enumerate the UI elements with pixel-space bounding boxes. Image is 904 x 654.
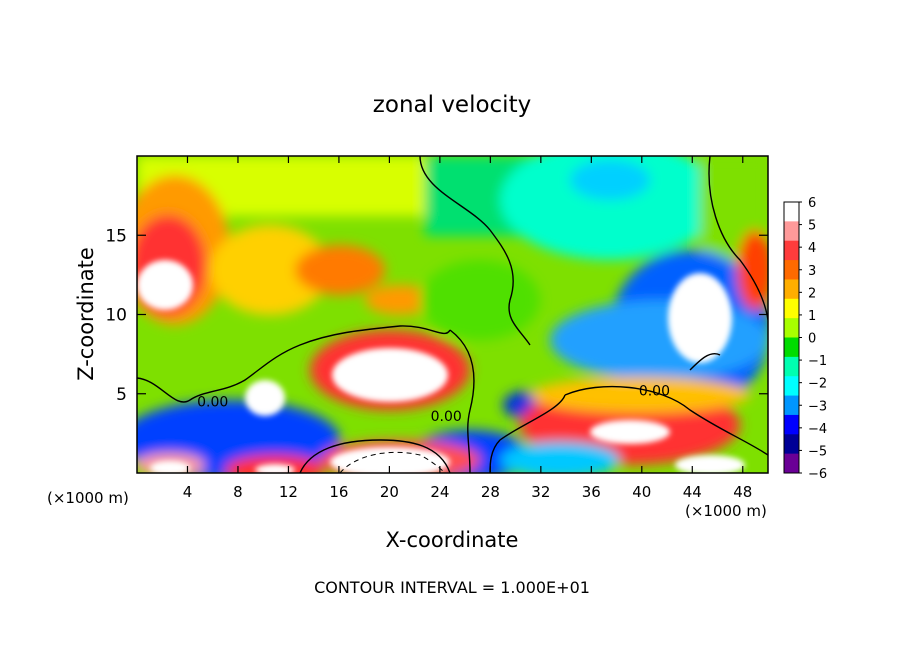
colorbar-label: 0 — [808, 332, 816, 347]
colorbar-swatch — [784, 337, 799, 358]
colorbar-label: 2 — [808, 286, 816, 301]
colorbar-swatch — [784, 260, 799, 280]
colorbar-swatch — [784, 240, 799, 261]
colorbar: 6 5 4 3 2 1 0 −1 −2 −3 −4 −5 −6 — [783, 196, 827, 482]
colorbar-label: −3 — [808, 399, 827, 414]
y-axis-ticks: 5 10 15 — [105, 226, 768, 405]
colorbar-swatch — [784, 298, 799, 319]
x-tick-label: 20 — [380, 483, 399, 501]
colorbar-label: −4 — [808, 422, 827, 437]
colorbar-label: −6 — [808, 467, 827, 482]
y-tick-label: 5 — [116, 385, 127, 405]
colorbar-label: 4 — [808, 241, 816, 256]
x-unit-left: (×1000 m) — [47, 489, 129, 507]
colorbar-swatch — [784, 434, 799, 455]
heatmap-field — [137, 156, 768, 473]
contour-label: 0.00 — [431, 409, 462, 425]
x-tick-label: 28 — [481, 483, 500, 501]
x-tick-label: 32 — [531, 483, 550, 501]
x-axis-label: X-coordinate — [386, 528, 519, 552]
colorbar-swatch — [784, 356, 799, 377]
colorbar-swatch — [784, 414, 799, 435]
x-tick-label: 48 — [733, 483, 752, 501]
x-unit-right: (×1000 m) — [685, 502, 767, 520]
contour-label: 0.00 — [639, 384, 670, 400]
x-tick-label: 16 — [329, 483, 348, 501]
contour-label: 0.00 — [197, 395, 228, 411]
y-tick-label: 10 — [105, 306, 127, 326]
colorbar-label: 5 — [808, 219, 816, 234]
y-axis-label: Z-coordinate — [74, 247, 98, 381]
y-tick-label: 15 — [105, 226, 127, 246]
colorbar-label: 3 — [808, 264, 816, 279]
colorbar-label: 6 — [808, 196, 816, 211]
colorbar-swatch — [784, 279, 799, 300]
x-tick-label: 44 — [683, 483, 702, 501]
colorbar-label: −1 — [808, 354, 827, 369]
x-tick-label: 4 — [183, 483, 193, 501]
x-axis-ticks: 4 8 12 16 20 24 28 32 36 40 44 48 — [183, 156, 752, 501]
chart-title: zonal velocity — [373, 92, 531, 118]
x-tick-label: 36 — [582, 483, 601, 501]
colorbar-swatch — [784, 453, 799, 474]
x-tick-label: 8 — [233, 483, 243, 501]
x-tick-label: 24 — [430, 483, 449, 501]
x-tick-label: 40 — [632, 483, 651, 501]
colorbar-label: 1 — [808, 309, 816, 324]
colorbar-swatch — [784, 202, 799, 222]
colorbar-swatch — [784, 221, 799, 242]
colorbar-swatch — [784, 376, 799, 397]
contour-interval-note: CONTOUR INTERVAL = 1.000E+01 — [314, 578, 590, 597]
colorbar-label: −5 — [808, 444, 827, 459]
colorbar-label: −2 — [808, 377, 827, 392]
colorbar-swatch — [784, 395, 799, 416]
x-tick-label: 12 — [279, 483, 298, 501]
contour-labels: 0.00 0.00 0.00 — [197, 384, 670, 425]
colorbar-swatch — [784, 318, 799, 338]
